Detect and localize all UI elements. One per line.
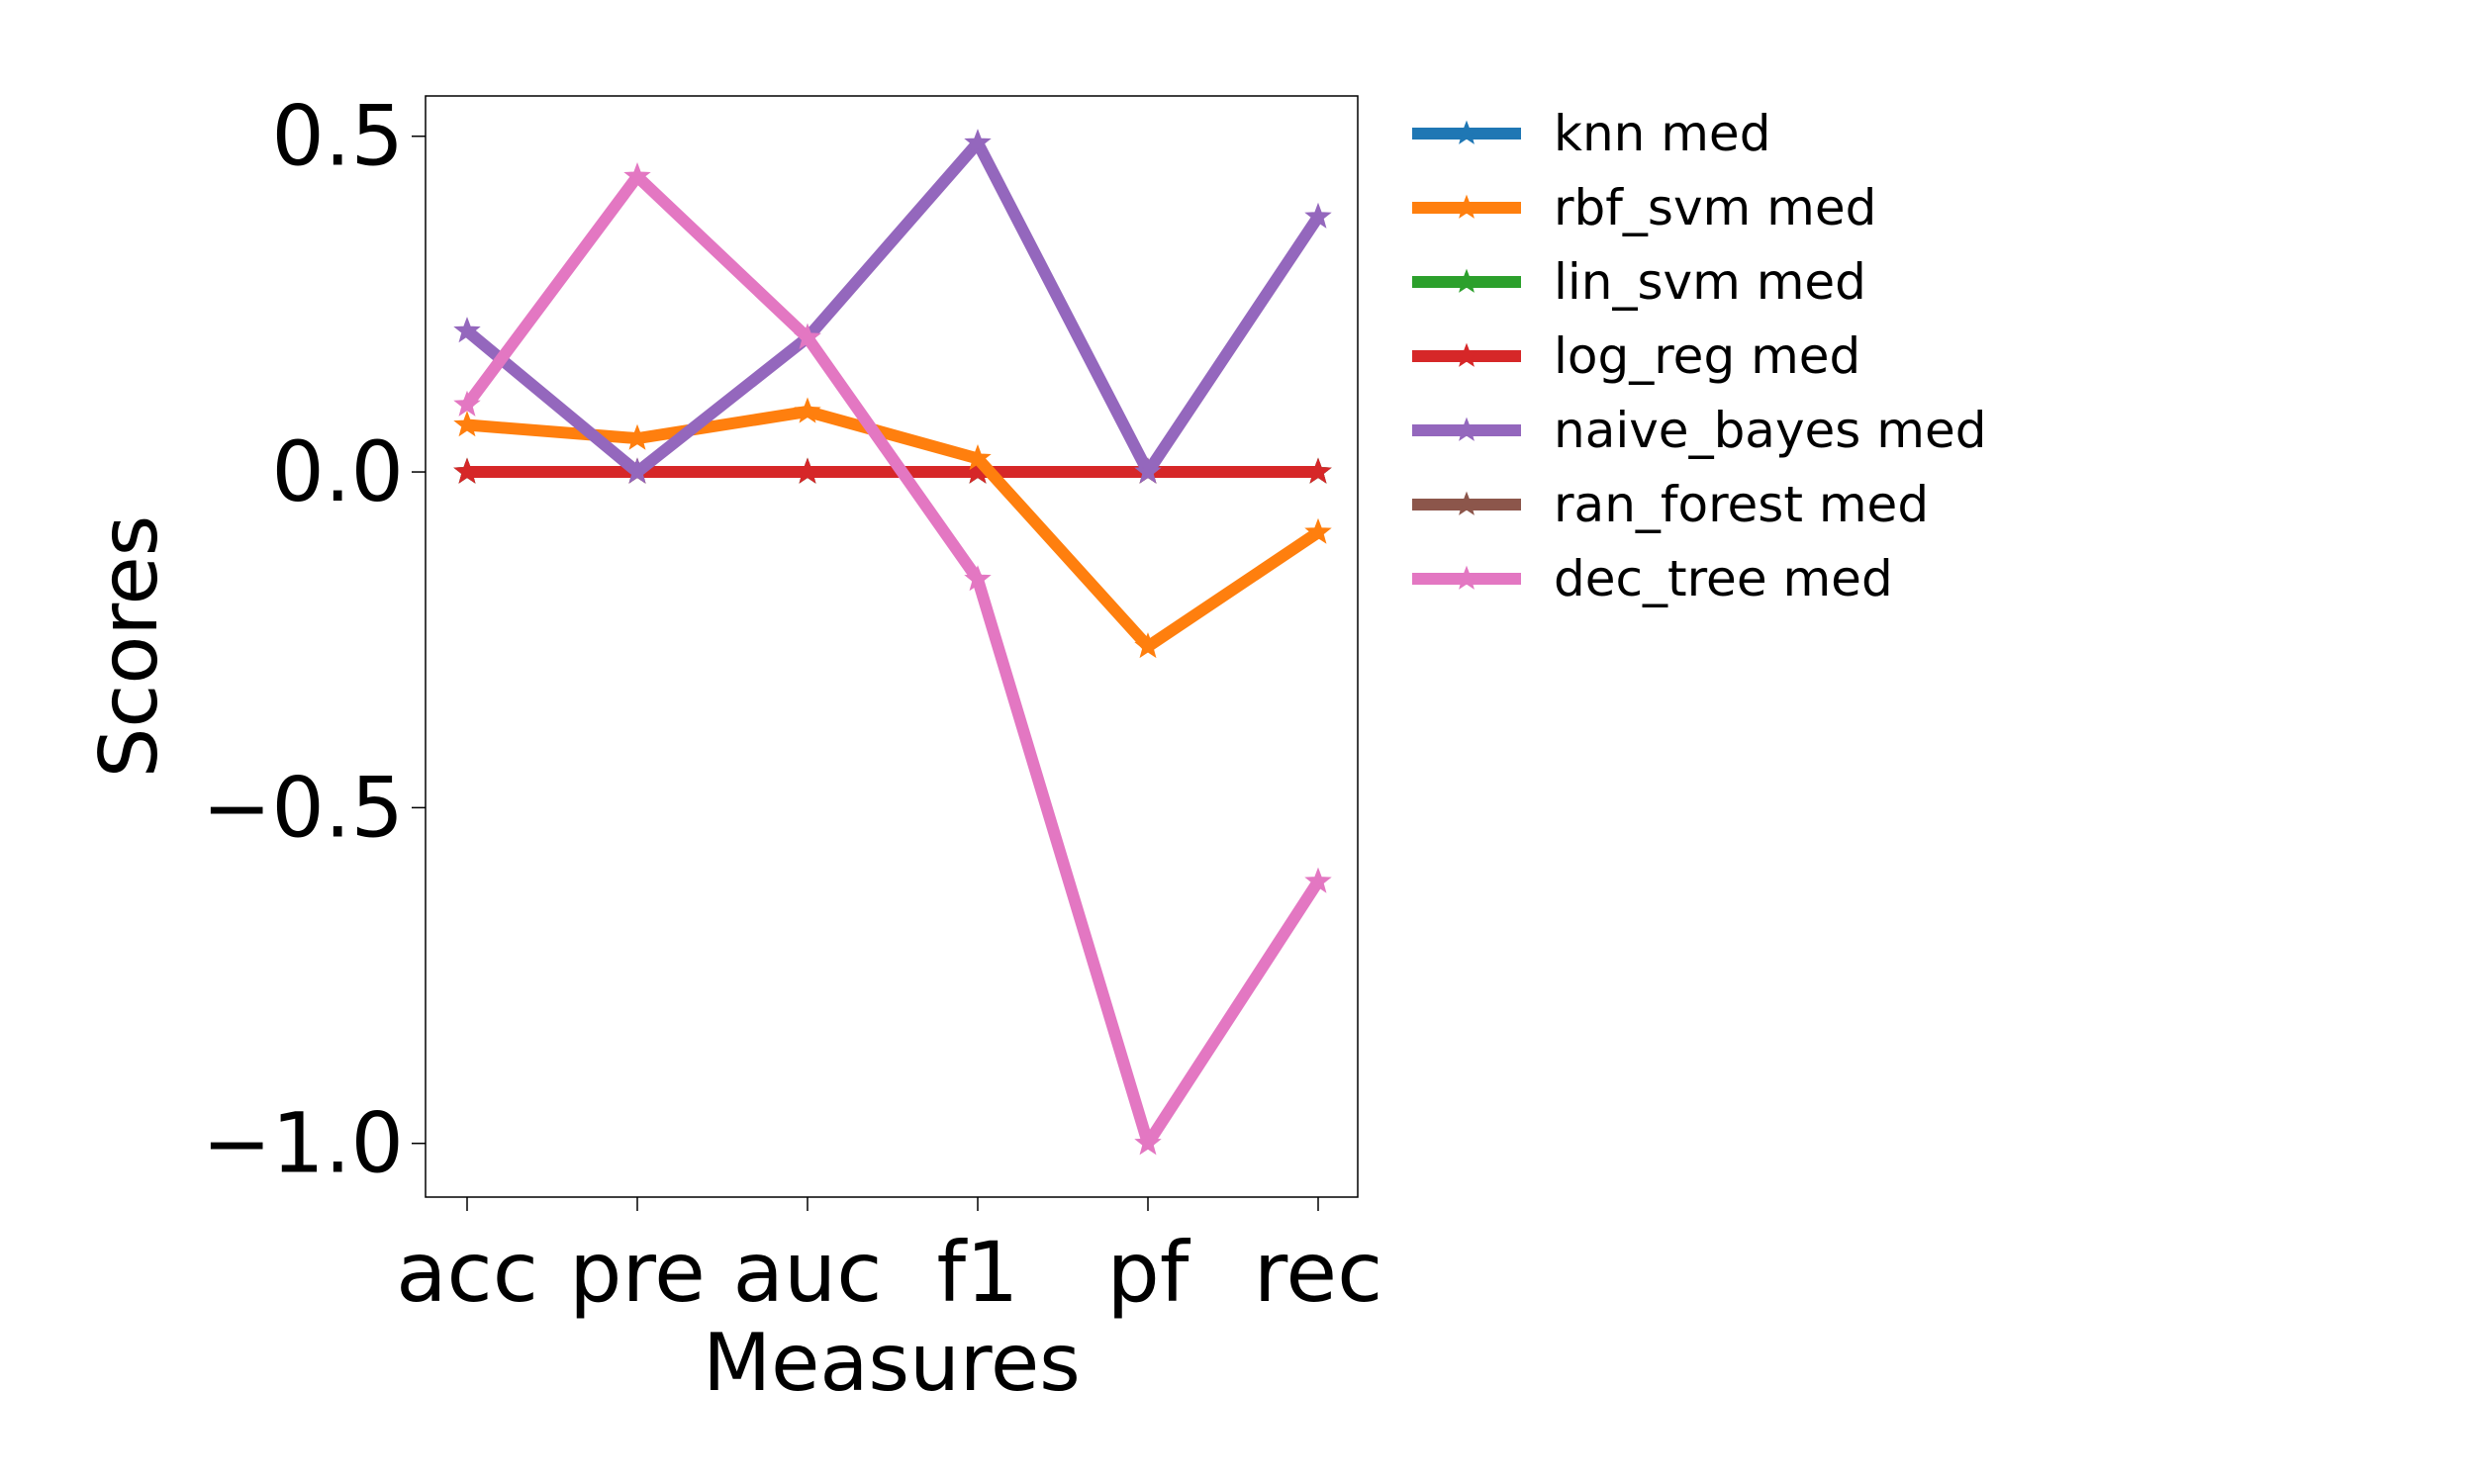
legend-label: lin_svm med [1554,253,1866,311]
series-naive-bayes-med [453,129,1332,484]
legend-item: lin_svm med [1412,253,1866,311]
legend: knn med rbf_svm med lin_svm med log_reg med… [1412,105,1986,607]
legend-marker [1454,194,1479,219]
legend-label: ran_forest med [1554,476,1929,533]
legend-marker [1454,268,1479,293]
y-tick-label: 0.5 [271,88,404,185]
legend-label: dec_tree med [1554,550,1893,607]
data-point-marker [1134,457,1162,484]
series-line [462,170,1324,1150]
x-tick-label: auc [733,1224,883,1321]
data-point-marker [1304,457,1332,484]
data-point-marker [964,444,992,471]
data-point-marker [794,397,821,423]
x-axis-label: Measures [703,1317,1081,1409]
y-axis-label: Scores [83,515,175,779]
plot-area: 0.5 0.0 −0.5 −1.0 acc pre auc f1 pf rec [202,88,1382,1321]
y-tick-label: −1.0 [202,1095,404,1192]
legend-label: log_reg med [1554,327,1860,385]
data-point-marker [453,390,481,417]
legend-item: ran_forest med [1412,476,1929,533]
legend-item: naive_bayes med [1412,402,1986,459]
legend-item: dec_tree med [1412,550,1893,607]
legend-marker [1454,120,1479,144]
y-tick-label: −0.5 [202,759,404,856]
legend-marker [1454,565,1479,590]
series-rbf-svm-med [453,397,1332,659]
series-lines [453,129,1332,1156]
legend-marker [1454,491,1479,515]
legend-item: log_reg med [1412,327,1860,385]
x-tick-label: f1 [936,1224,1018,1321]
data-point-marker [1134,632,1162,659]
legend-item: rbf_svm med [1412,179,1876,236]
series-dec-tree-med [453,162,1332,1156]
data-point-marker [1304,867,1332,893]
data-point-marker [623,457,651,484]
data-point-marker [453,317,481,343]
legend-label: rbf_svm med [1554,179,1876,236]
x-tick-label: pre [569,1224,706,1321]
data-point-marker [1304,202,1332,229]
legend-marker [1454,342,1479,367]
legend-marker [1454,417,1479,441]
series-line [463,137,1323,479]
x-axis: acc pre auc f1 pf rec [396,1197,1382,1321]
x-tick-label: rec [1254,1224,1383,1321]
data-point-marker [453,457,481,484]
data-point-marker [623,162,651,189]
data-point-marker [964,565,992,592]
data-point-marker [453,411,481,437]
plot-frame [425,95,1359,1198]
data-point-marker [623,423,651,450]
data-point-marker [794,457,821,484]
series-line [466,405,1322,653]
data-point-marker [794,323,821,349]
x-tick-label: acc [396,1224,538,1321]
legend-item: knn med [1412,105,1770,162]
y-tick-label: 0.0 [271,423,404,520]
data-point-marker [1304,517,1332,544]
y-axis: 0.5 0.0 −0.5 −1.0 [202,88,426,1192]
data-point-marker [964,129,992,155]
legend-label: naive_bayes med [1554,402,1986,459]
data-point-marker [1134,1129,1162,1156]
x-tick-label: pf [1107,1224,1191,1321]
legend-label: knn med [1554,105,1770,162]
